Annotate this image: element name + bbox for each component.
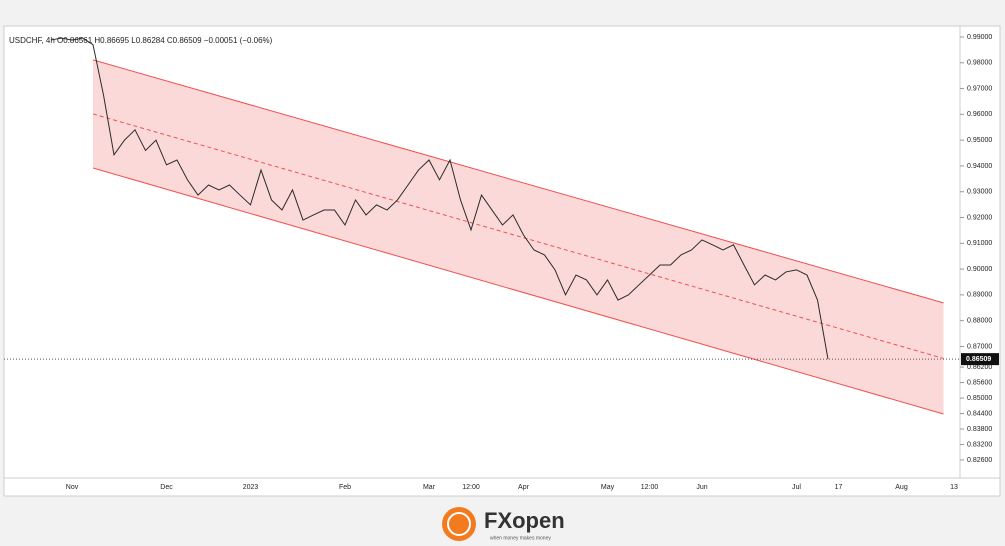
- y-tick-label: 0.98000: [967, 60, 992, 67]
- x-tick-label: 17: [835, 484, 843, 491]
- x-tick-label: 12:00: [462, 484, 480, 491]
- x-tick-label: Dec: [160, 484, 173, 491]
- last-price-label: 0.86509: [966, 356, 991, 363]
- y-tick-label: 0.92000: [967, 214, 992, 221]
- logo-tagline: when money makes money: [490, 535, 551, 541]
- logo-name: FXopen: [484, 508, 565, 533]
- channel-fill: [93, 59, 944, 415]
- y-tick-label: 0.87000: [967, 343, 992, 350]
- y-tick-label: 0.85000: [967, 395, 992, 402]
- x-tick-label: Nov: [66, 484, 79, 491]
- x-tick-label: Jul: [792, 484, 801, 491]
- y-tick-label: 0.82600: [967, 457, 992, 464]
- y-tick-label: 0.83200: [967, 441, 992, 448]
- x-tick-label: Jun: [696, 484, 707, 491]
- logo-icon-ring: [447, 512, 471, 536]
- channel-upper: [92, 59, 944, 304]
- y-tick-label: 0.99000: [967, 34, 992, 41]
- y-tick-label: 0.95000: [967, 137, 992, 144]
- x-tick-label: Apr: [518, 484, 530, 491]
- y-tick-label: 0.91000: [967, 240, 992, 247]
- y-tick-label: 0.83800: [967, 426, 992, 433]
- logo-icon: [442, 507, 476, 541]
- x-tick-label: 13: [950, 484, 958, 491]
- price-line: [50, 37, 829, 360]
- channel-mid: [92, 113, 944, 359]
- y-tick-label: 0.94000: [967, 163, 992, 170]
- x-tick-label: May: [601, 484, 615, 491]
- chart-title: USDCHF, 4h O0.86561 H0.86695 L0.86284 C0…: [9, 36, 273, 45]
- x-tick-label: 2023: [243, 484, 259, 491]
- y-tick-label: 0.86200: [967, 364, 992, 371]
- x-tick-label: Feb: [339, 484, 351, 491]
- last-price-box: [961, 353, 999, 366]
- y-tick-label: 0.90000: [967, 266, 992, 273]
- y-tick-label: 0.97000: [967, 85, 992, 92]
- y-tick-label: 0.84400: [967, 410, 992, 417]
- y-tick-label: 0.88000: [967, 318, 992, 325]
- y-tick-label: 0.85600: [967, 379, 992, 386]
- y-tick-label: 0.93000: [967, 189, 992, 196]
- y-tick-label: 0.96000: [967, 111, 992, 118]
- x-tick-label: Aug: [895, 484, 908, 491]
- x-tick-label: Mar: [423, 484, 436, 491]
- y-tick-label: 0.89000: [967, 292, 992, 299]
- chart-panel: [3, 25, 1001, 497]
- channel-lower: [92, 167, 944, 415]
- x-tick-label: 12:00: [641, 484, 659, 491]
